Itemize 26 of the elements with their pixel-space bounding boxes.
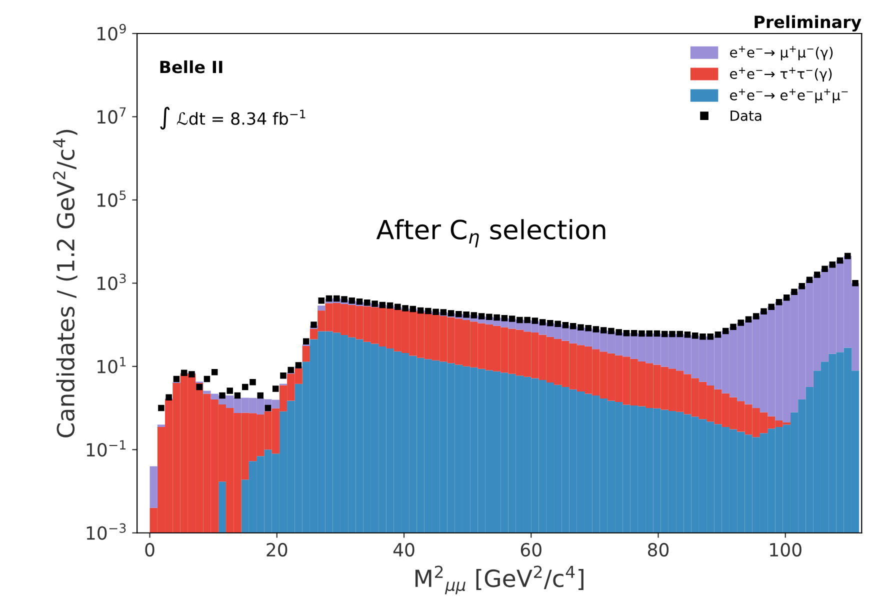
y-axis-title: Candidates / (1.2 GeV$^{2}$/c$^{4}$) [52, 130, 78, 438]
y-tick-label: 10$^{9}$ [98, 24, 126, 40]
y-tick-label: 10$^{5}$ [98, 190, 126, 207]
y-tick-label: 10$^{−1}$ [86, 440, 126, 457]
annotation: After C$_{η}$ selection [376, 219, 606, 248]
chart-title: Preliminary [754, 15, 862, 32]
x-tick-label: 60 [520, 542, 542, 557]
x-axis-title: M$^{2}$$_{μμ}$ [GeV$^{2}$/c$^{4}$] [415, 566, 584, 594]
x-tick-label: 80 [648, 542, 669, 557]
y-tick-label: 10$^{7}$ [98, 107, 126, 124]
bar [157, 424, 166, 428]
legend-label: Data [730, 110, 762, 121]
y-tick-label: 10$^{3}$ [98, 274, 126, 290]
bar [203, 390, 211, 394]
x-tick-label: 20 [266, 542, 288, 557]
x-tick-label: 40 [393, 542, 414, 557]
y-tick-label: 10$^{1}$ [98, 357, 126, 374]
text: e$^{+}$e$^{−}$→ τ$^{+}$τ$^{−}$(γ) [730, 67, 832, 82]
text: e$^{+}$e$^{−}$→ μ$^{+}$μ$^{−}$(γ) [730, 46, 833, 60]
x-tick-label: 0 [145, 542, 154, 557]
annotation: Belle II [160, 60, 222, 74]
annotation: ∫ ℒdt = 8.34 fb$^{−1}$ [160, 106, 306, 130]
y-tick-label: 10$^{−3}$ [86, 523, 126, 540]
bar [318, 306, 326, 311]
x-tick-label: 100 [770, 542, 802, 557]
text: e$^{+}$e$^{−}$→ e$^{+}$e$^{−}$μ$^{+}$μ$^{−}$ [730, 88, 848, 104]
